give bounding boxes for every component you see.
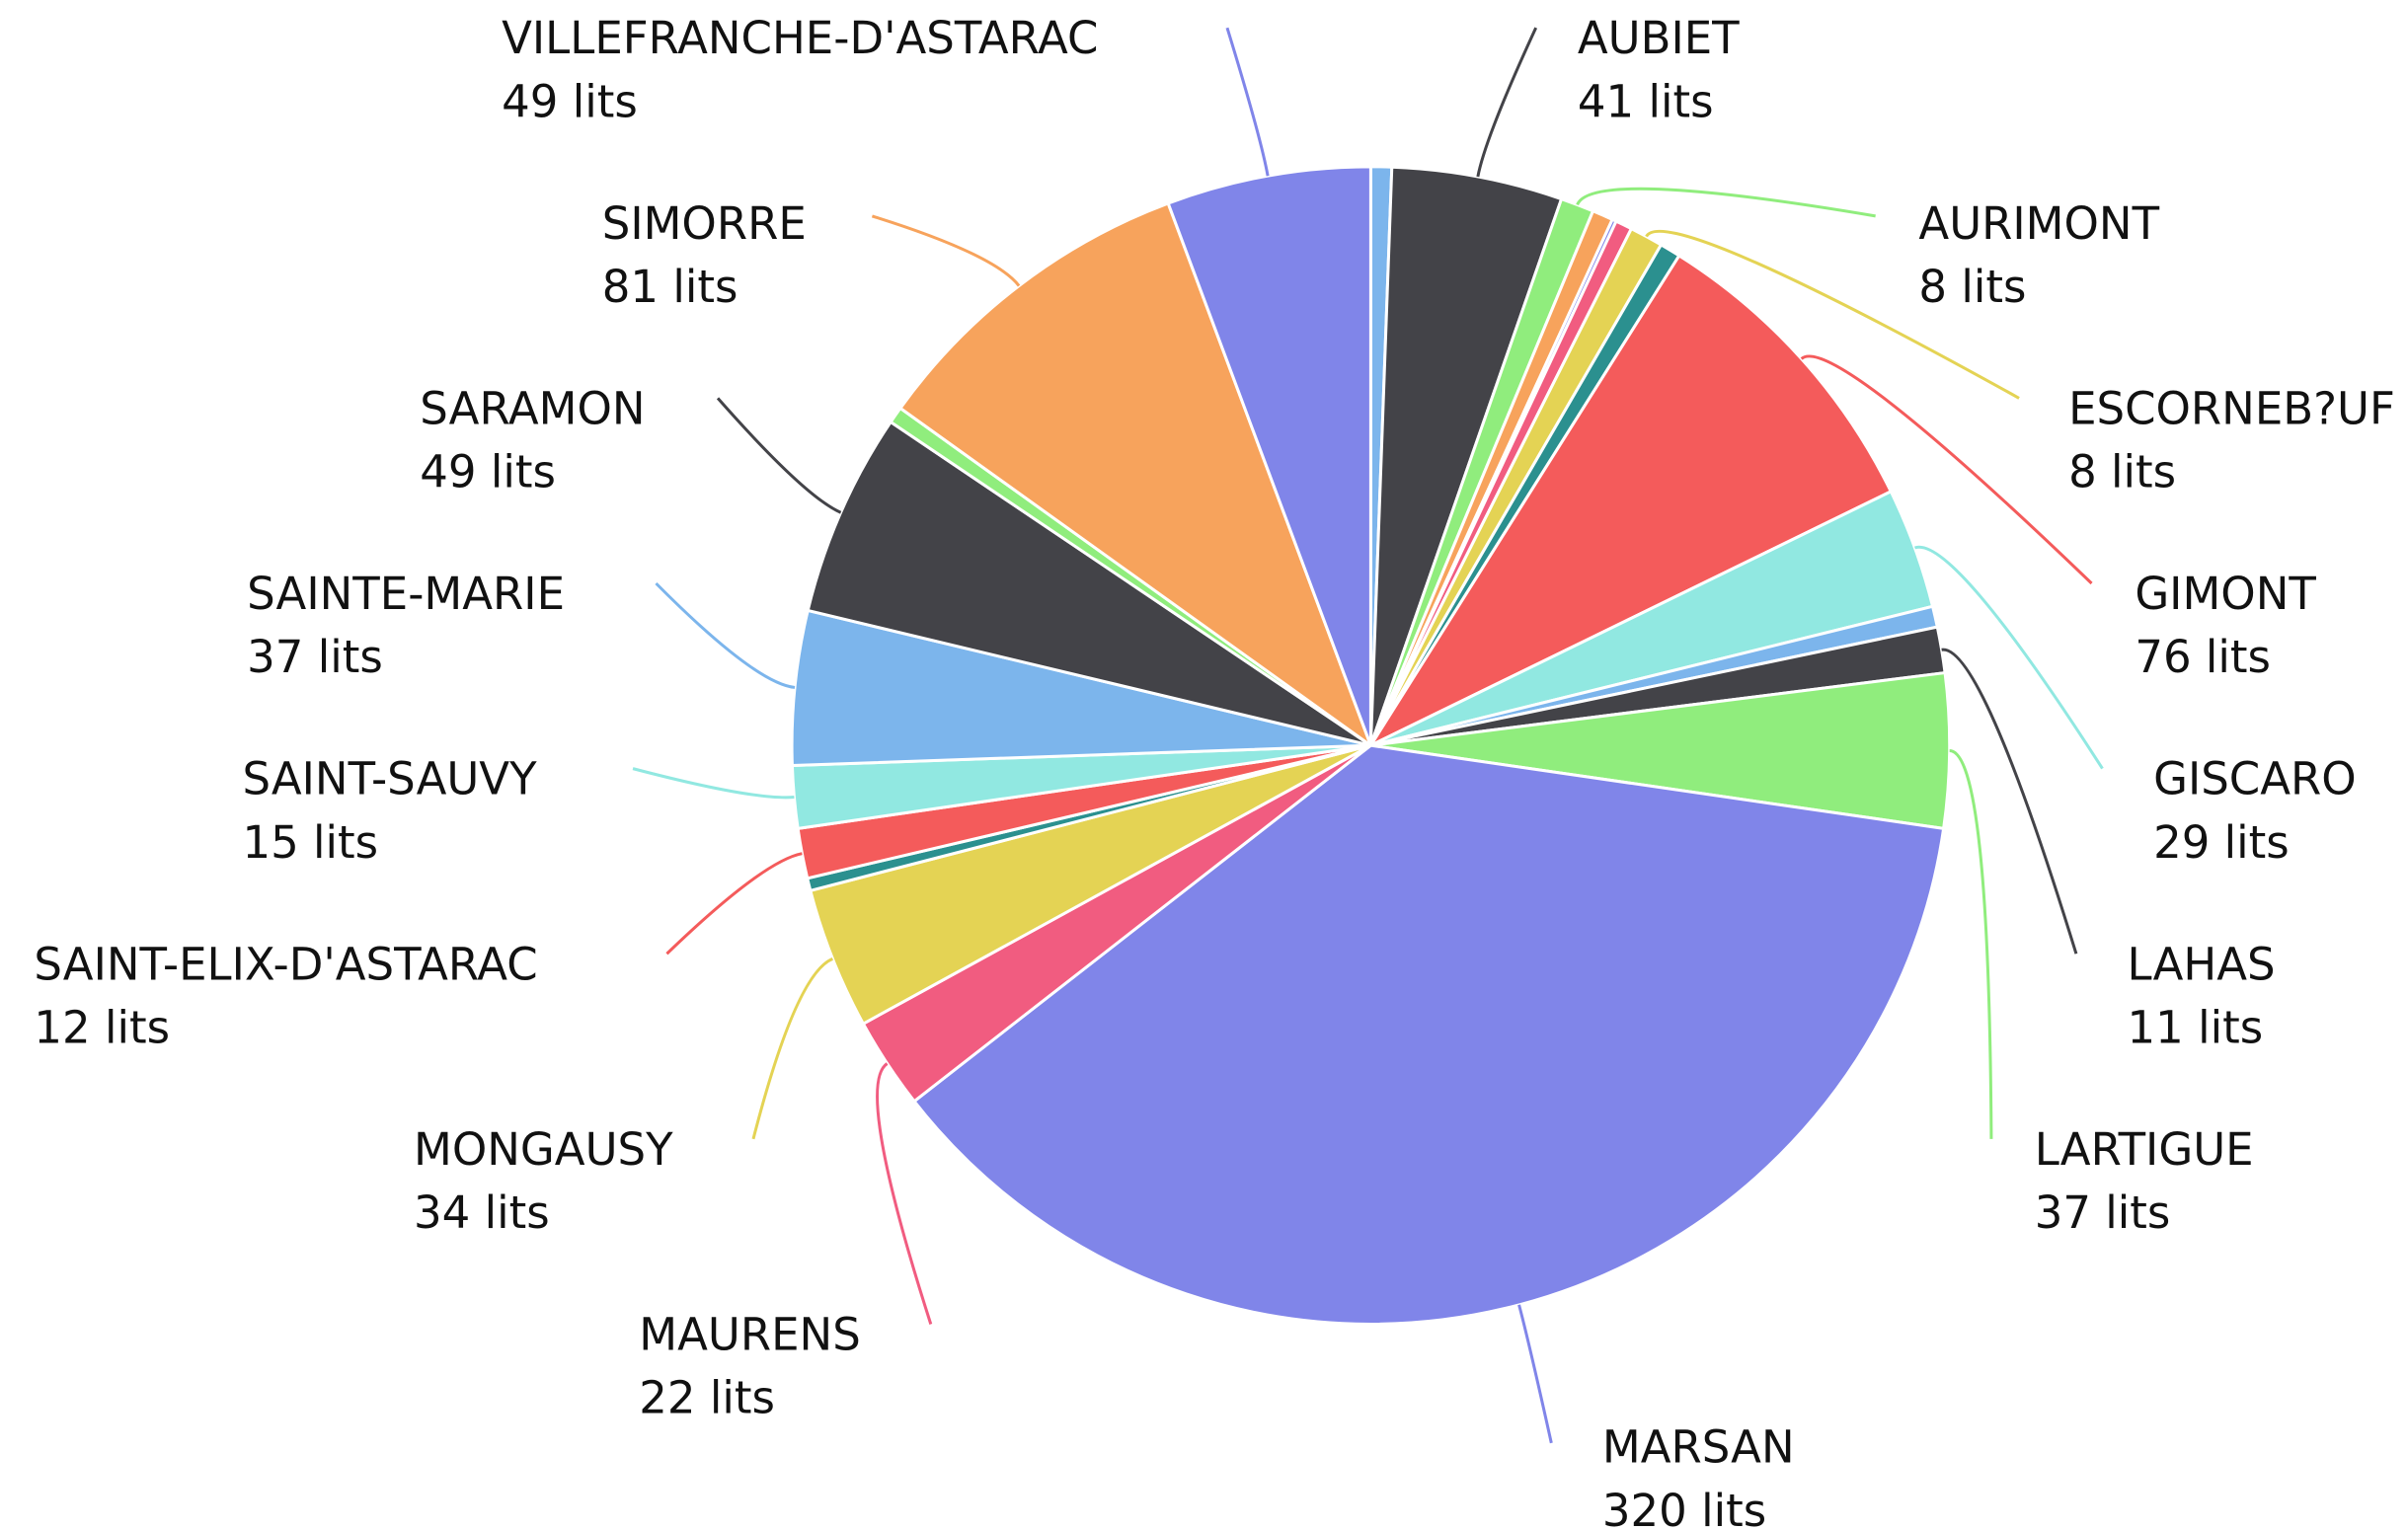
slice-value-label: 41 lits [1578,75,1714,127]
slice-label: MAURENS [639,1309,860,1361]
slice-value-label: 81 lits [602,261,738,313]
slice-value-label: 320 lits [1602,1485,1766,1530]
leader-line [876,1062,933,1325]
leader-line [665,852,803,956]
slice-label: LAHAS [2128,938,2276,990]
slice-value-label: 37 lits [247,631,383,683]
leader-line [871,214,1021,287]
leader-line [1913,545,2104,770]
leader-line [1949,749,1993,1139]
slice-label: SAINT-ELIX-D'ASTARAC [34,938,537,990]
slice-label: LARTIGUE [2035,1123,2254,1176]
slice-label: VILLEFRANCHE-D'ASTARAC [502,12,1098,64]
slice-label: SAINTE-MARIE [247,568,565,620]
slice-value-label: 49 lits [502,75,638,127]
leader-line [1576,187,1876,218]
leader-line [632,767,795,800]
pie-slice [912,743,1946,1326]
slice-value-label: 37 lits [2035,1186,2171,1239]
slice-label: GIMONT [2135,568,2316,620]
slice-value-label: 29 lits [2153,816,2290,869]
pie-slice [1368,254,1893,747]
leader-line [1800,354,2093,585]
pie-slice [1368,165,1564,747]
slice-value-label: 12 lits [34,1001,170,1053]
pie-slice [806,421,1372,747]
slice-label: GISCARO [2153,753,2357,805]
slice-value-label: 22 lits [639,1372,775,1424]
slice-label: SARAMON [420,382,645,434]
slice-value-label: 11 lits [2128,1001,2264,1053]
leader-line [751,956,834,1140]
slice-value-label: 49 lits [420,446,556,498]
slice-label: MONGAUSY [414,1123,673,1176]
leader-line [1225,27,1270,177]
leader-line [1645,229,2020,400]
slice-label: AUBIET [1578,12,1740,64]
leader-line [1517,1304,1553,1444]
slice-label: MARSAN [1602,1421,1795,1474]
slice-value-label: 8 lits [1918,261,2026,313]
slice-value-label: 8 lits [2068,446,2176,498]
slice-label: ESCORNEB?UF [2068,382,2395,434]
slice-value-label: 76 lits [2135,631,2271,683]
slice-label: SIMORRE [602,197,807,250]
slice-value-label: 15 lits [242,816,378,869]
pie-slice [1166,165,1372,747]
leader-line [716,397,842,514]
slice-value-label: 34 lits [414,1186,550,1239]
leader-line [1476,27,1538,178]
leader-line [655,581,796,689]
leader-line [1941,648,2078,955]
slice-label: SAINT-SAUVY [242,753,537,805]
slice-label: AURIMONT [1918,197,2159,250]
